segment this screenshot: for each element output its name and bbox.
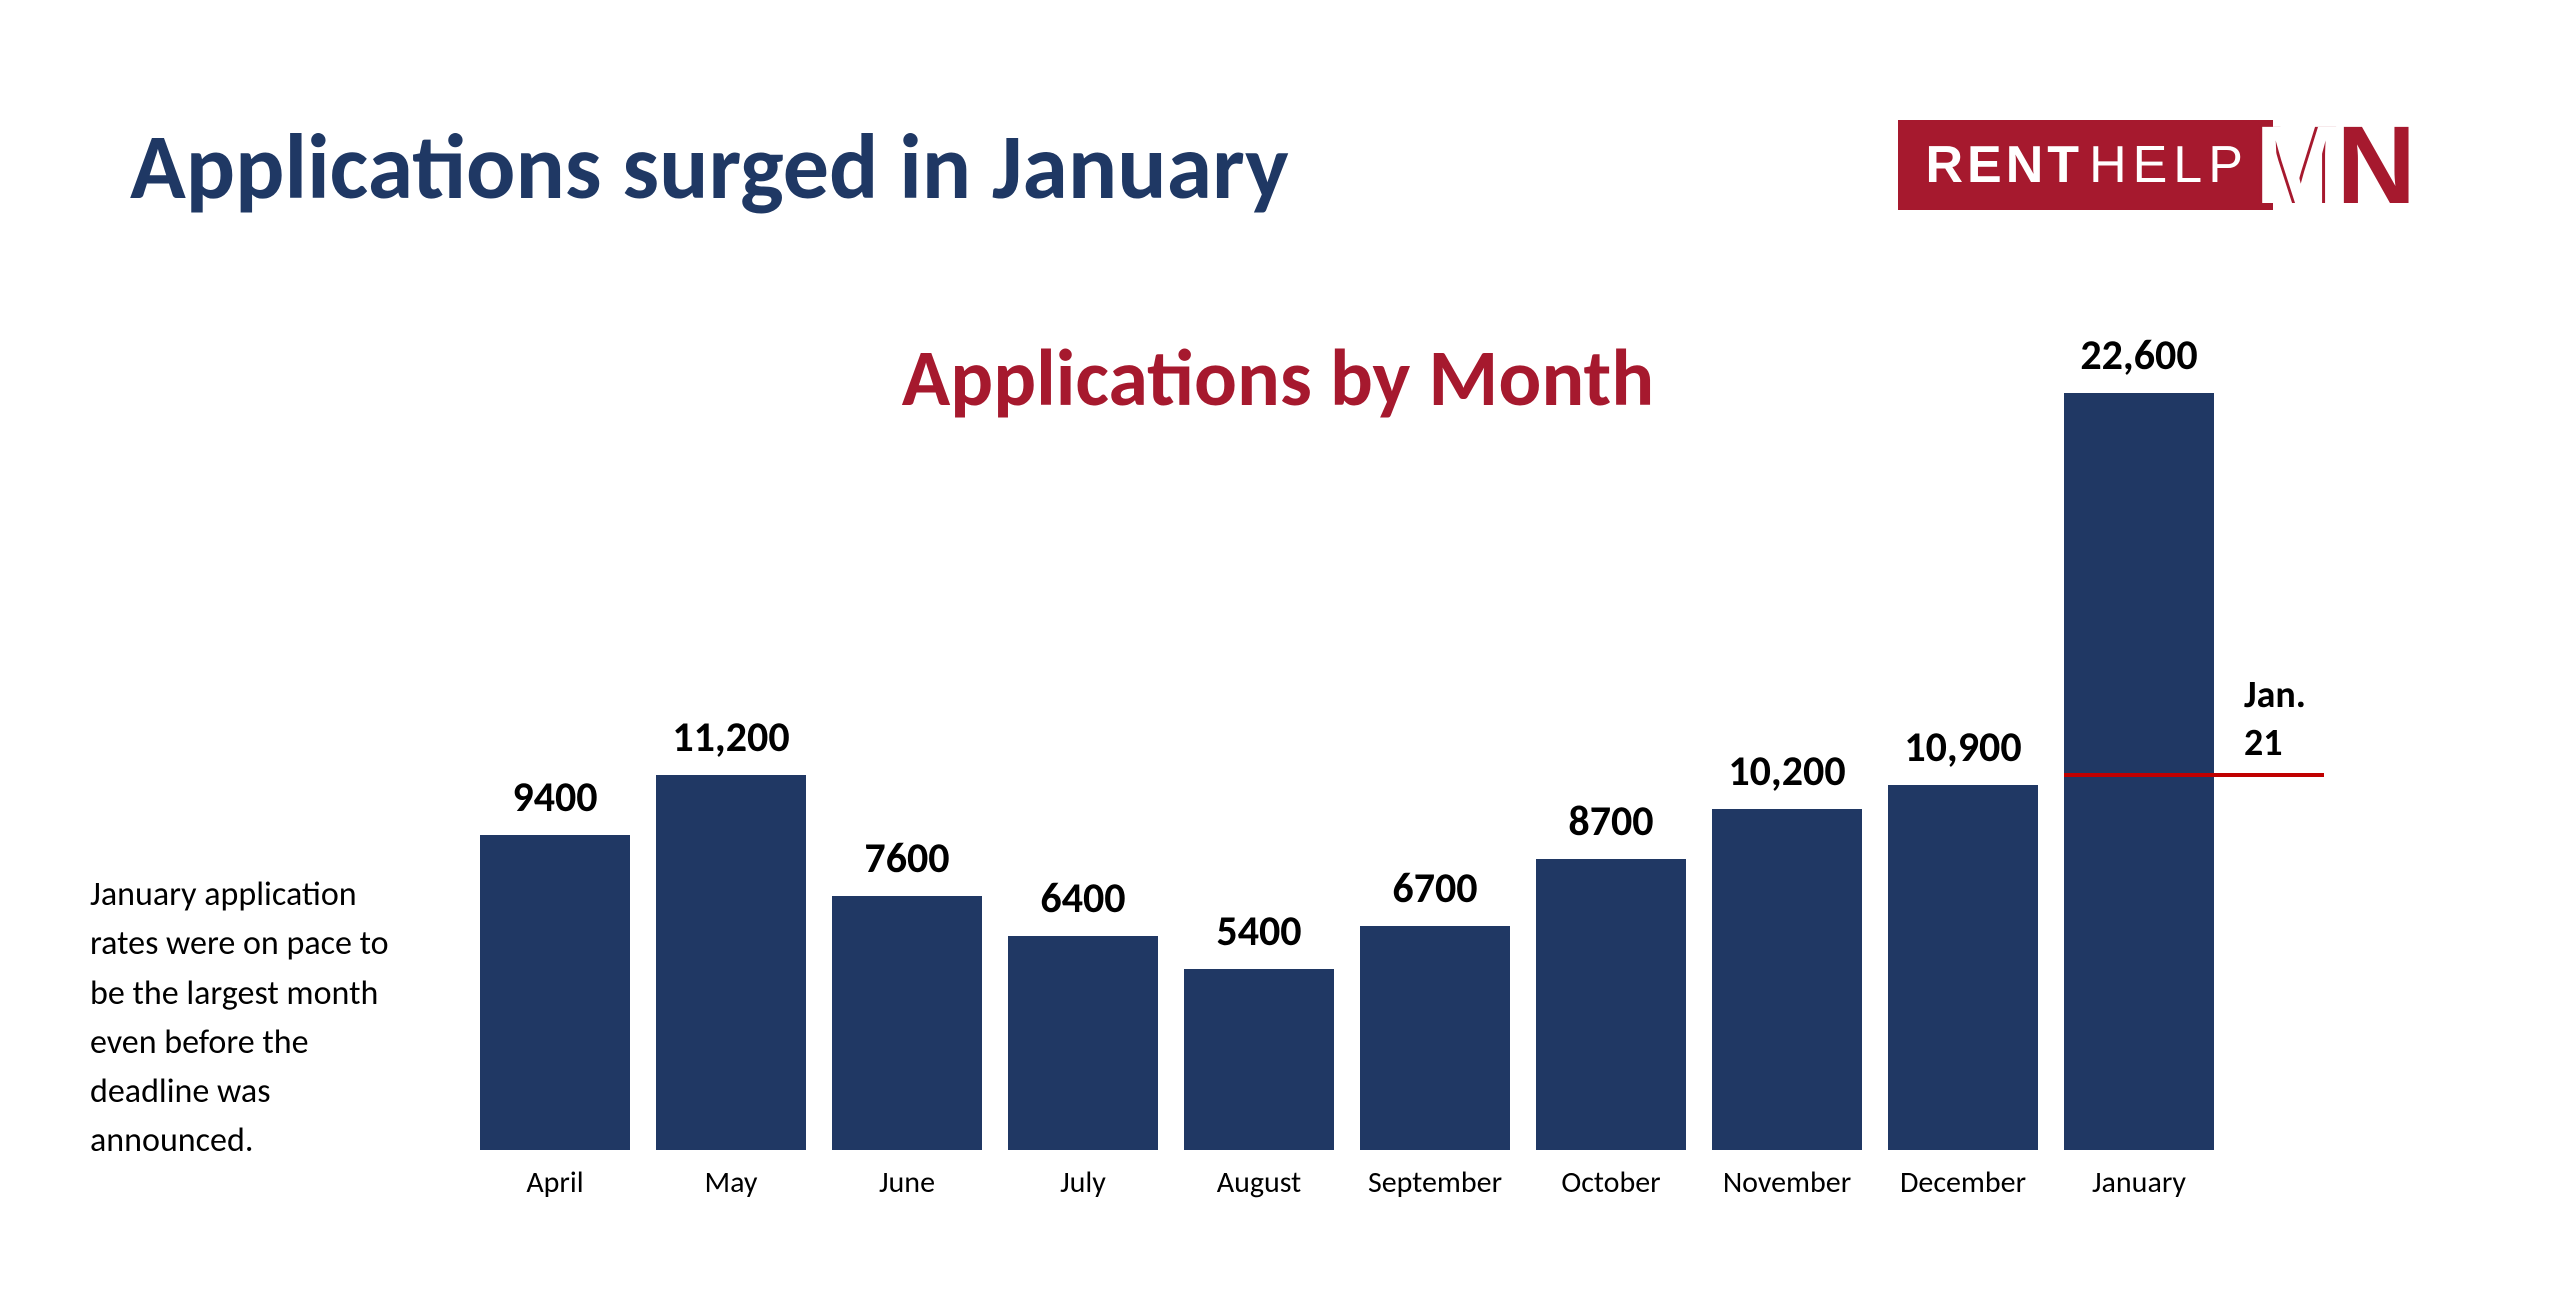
bar xyxy=(1184,969,1334,1150)
bar-chart: 9400April11,200May7600June6400July5400Au… xyxy=(480,380,2340,1260)
bar-value-label: 11,200 xyxy=(581,712,881,775)
reference-line xyxy=(2064,773,2324,777)
bar-group: 10,200November xyxy=(1712,809,1862,1150)
bar-category-label: January xyxy=(1989,1150,2289,1201)
logo-text-thin: HELP xyxy=(2089,135,2249,195)
plot-area: 9400April11,200May7600June6400July5400Au… xyxy=(480,380,2240,1200)
bar xyxy=(1712,809,1862,1150)
reference-line-label-2: 21 xyxy=(2244,720,2306,768)
bar-group: 8700October xyxy=(1536,859,1686,1150)
sidebar-note: January application rates were on pace t… xyxy=(90,870,430,1166)
bar xyxy=(1888,785,2038,1150)
logo-text-bold: RENT xyxy=(1926,135,2084,195)
logo-badge: RENTHELP xyxy=(1898,120,2273,210)
page-title: Applications surged in January xyxy=(130,110,1289,223)
bar-value-label: 22,600 xyxy=(1989,330,2289,393)
bar xyxy=(1536,859,1686,1150)
reference-line-label-1: Jan. xyxy=(2244,672,2306,720)
bar xyxy=(656,775,806,1150)
reference-line-label: Jan.21 xyxy=(2244,672,2306,767)
bar xyxy=(1360,926,1510,1150)
slide: Applications surged in January RENTHELP … xyxy=(0,0,2556,1302)
logo-letter-n: N xyxy=(2337,127,2416,204)
bar xyxy=(2064,393,2214,1150)
bar-group: 11,200May xyxy=(656,775,806,1150)
bar-group: 9400April xyxy=(480,835,630,1150)
bar-group: 22,600January xyxy=(2064,393,2214,1150)
bar-group: 5400August xyxy=(1184,969,1334,1150)
bar-group: 10,900December xyxy=(1888,785,2038,1150)
bar-group: 6700September xyxy=(1360,926,1510,1150)
bar xyxy=(480,835,630,1150)
logo-mn: M N xyxy=(2277,120,2416,210)
renthelp-mn-logo: RENTHELP M N xyxy=(1898,120,2417,210)
logo-letter-m: M xyxy=(2255,127,2347,204)
